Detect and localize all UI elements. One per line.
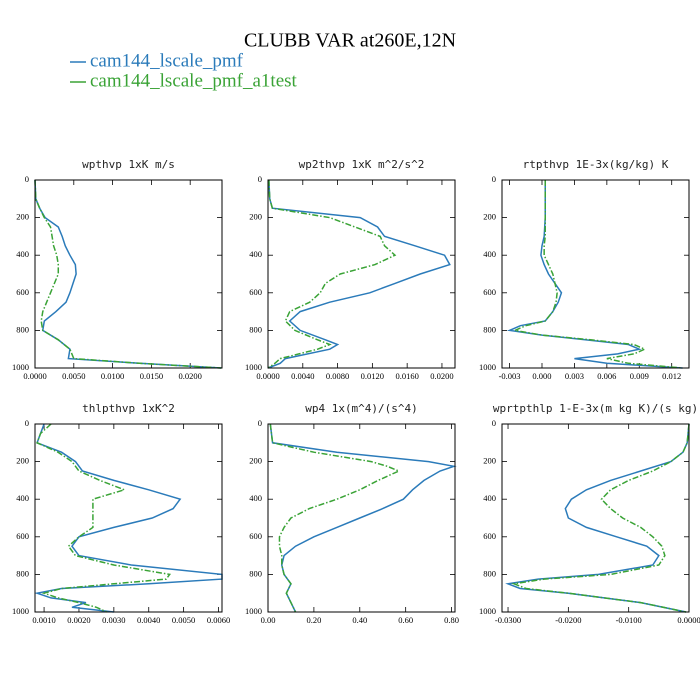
plot-frame [501,423,690,613]
x-tick-label: 0.0060 [207,615,230,625]
legend-label: cam144_lscale_pmf [90,50,244,71]
y-tick-label: 600 [249,287,262,297]
figure-title: CLUBB VAR at260E,12N [244,30,456,52]
x-tick-label: 0.0040 [291,371,314,381]
profile-line [511,423,690,613]
x-tick-label: 0.0080 [326,371,349,381]
y-tick-label: 0 [492,418,496,428]
x-tick-label: 0.0020 [67,615,90,625]
y-tick-label: 1000 [245,606,262,616]
x-tick-label: 0.012 [662,371,681,381]
x-tick-label: -0.003 [499,371,521,381]
x-tick-label: 0.0000 [23,371,46,381]
y-tick-label: 800 [483,568,496,578]
plot-frame [34,179,223,369]
x-tick-label: 0.20 [306,615,321,625]
x-tick-label: 0.0000 [256,371,279,381]
y-tick-label: 800 [249,568,262,578]
x-tick-label: 0.009 [630,371,649,381]
x-tick-label: 0.006 [597,371,616,381]
y-tick-label: 200 [483,456,496,466]
y-tick-label: 600 [16,531,29,541]
y-tick-label: 600 [483,531,496,541]
x-tick-label: 0.0120 [361,371,384,381]
panel-title: wprtpthlp 1-E-3x(m kg K)/(s kg) [493,402,698,415]
panel-title: rtpthvp 1E-3x(kg/kg) K [523,158,669,171]
y-tick-label: 400 [16,249,29,259]
profile-line [267,179,397,369]
x-tick-label: 0.0050 [62,371,85,381]
profile-line [36,423,172,613]
x-tick-label: 0.0030 [102,615,125,625]
x-tick-label: -0.0300 [495,615,521,625]
x-tick-label: 0.0000 [677,615,700,625]
x-tick-label: 0.60 [398,615,413,625]
y-tick-label: 600 [16,287,29,297]
y-tick-label: 0 [492,174,496,184]
x-tick-label: 0.0050 [172,615,195,625]
y-tick-label: 1000 [12,362,29,372]
y-tick-label: 400 [249,249,262,259]
y-tick-label: 200 [483,212,496,222]
y-tick-label: 800 [249,324,262,334]
y-tick-label: 600 [249,531,262,541]
x-tick-label: 0.0100 [101,371,124,381]
legend-label: cam144_lscale_pmf_a1test [90,70,298,91]
x-tick-label: 0.0010 [32,615,55,625]
profile-line [512,180,683,369]
y-tick-label: 800 [483,324,496,334]
profile-line [34,179,222,369]
y-tick-label: 400 [483,249,496,259]
plot-frame [267,423,456,613]
y-tick-label: 800 [16,568,29,578]
y-tick-label: 400 [249,493,262,503]
panel-title: wp2thvp 1xK m^2/s^2 [299,158,425,171]
y-tick-label: 200 [249,456,262,466]
y-tick-label: 200 [249,212,262,222]
panel-title: wpthvp 1xK m/s [82,158,175,171]
profile-line [505,423,690,613]
y-tick-label: 1000 [12,606,29,616]
x-tick-label: 0.0040 [137,615,160,625]
x-tick-label: 0.003 [565,371,584,381]
y-tick-label: 400 [16,493,29,503]
x-tick-label: 0.00 [261,615,276,625]
y-tick-label: 200 [16,456,29,466]
profile-line [34,423,223,613]
plot-frame [501,179,690,369]
y-tick-label: 0 [258,174,262,184]
x-tick-label: -0.0200 [555,615,581,625]
x-tick-label: 0.0160 [395,371,418,381]
profile-line [267,179,451,369]
plot-frame [267,179,456,369]
y-tick-label: 600 [483,287,496,297]
y-tick-label: 1000 [245,362,262,372]
x-tick-label: 0.0150 [140,371,163,381]
y-tick-label: 0 [25,174,29,184]
x-tick-label: -0.0100 [616,615,642,625]
y-tick-label: 0 [25,418,29,428]
panel-title: thlpthvp 1xK^2 [82,402,175,415]
x-tick-label: 0.40 [352,615,367,625]
y-tick-label: 0 [258,418,262,428]
x-tick-label: 0.80 [444,615,459,625]
x-tick-label: 0.000 [532,371,551,381]
profile-line [269,423,401,613]
y-tick-label: 200 [16,212,29,222]
x-tick-label: 0.0200 [430,371,453,381]
y-tick-label: 800 [16,324,29,334]
plot-frame [34,423,223,613]
x-tick-label: 0.0200 [178,371,201,381]
y-tick-label: 1000 [479,606,496,616]
y-tick-label: 400 [483,493,496,503]
y-tick-label: 1000 [479,362,496,372]
panel-title: wp4 1x(m^4)/(s^4) [305,402,418,415]
